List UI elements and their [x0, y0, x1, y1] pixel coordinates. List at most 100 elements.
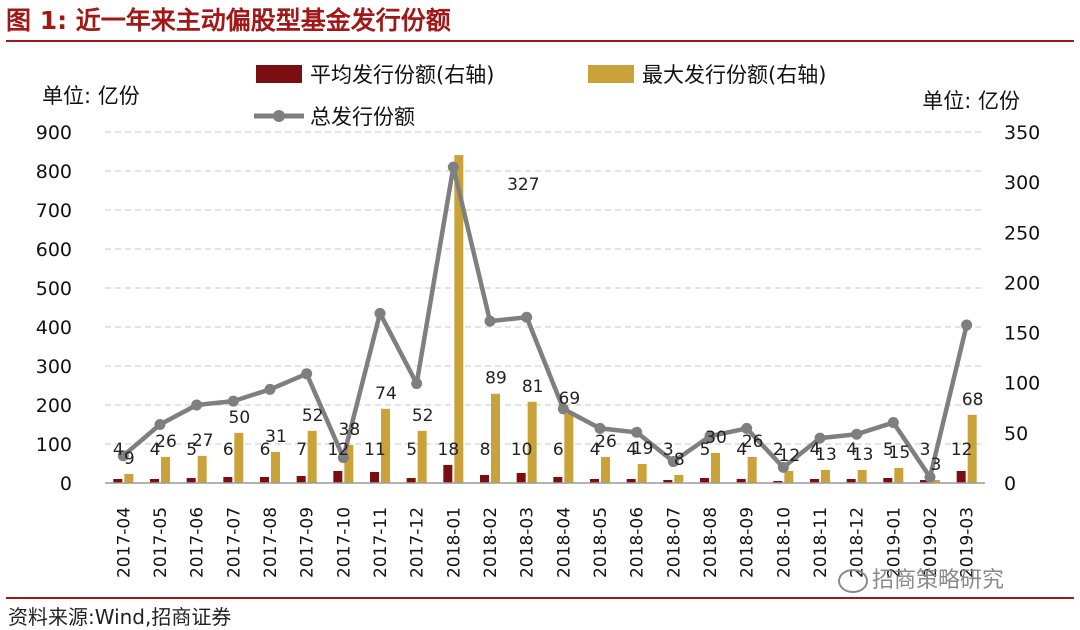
y-left-tick-label: 600 [36, 239, 72, 261]
total-point [521, 311, 533, 323]
max-data-label: 26 [595, 432, 617, 452]
max-bar [454, 155, 464, 483]
max-data-label: 26 [742, 432, 764, 452]
max-data-label: 19 [632, 439, 654, 459]
avg-data-label: 10 [511, 440, 533, 460]
max-bar [307, 430, 317, 483]
max-data-label: 12 [779, 446, 801, 466]
y-right-tick-label: 100 [1004, 373, 1040, 395]
avg-bar [113, 478, 123, 483]
x-tick-label: 2017-05 [151, 507, 171, 578]
y-right-tick-label: 350 [1004, 122, 1040, 144]
total-point [447, 161, 459, 173]
total-point [741, 422, 753, 434]
avg-bar [956, 470, 966, 483]
avg-data-label: 4 [736, 440, 747, 460]
max-bar [674, 474, 684, 483]
max-bar [124, 473, 134, 483]
legend-swatch-avg [256, 65, 302, 83]
total-point [594, 422, 606, 434]
max-data-label: 81 [522, 377, 544, 397]
avg-bar [223, 476, 233, 483]
avg-bar [553, 476, 563, 483]
x-tick-label: 2018-06 [628, 507, 648, 578]
avg-bar [186, 477, 196, 483]
avg-data-label: 4 [113, 440, 124, 460]
legend: 平均发行份额(右轴) 最大发行份额(右轴) 总发行份额 [254, 63, 826, 129]
x-tick-label: 2018-04 [554, 507, 574, 578]
right-axis-unit: 单位: 亿份 [922, 89, 1020, 113]
x-tick-label: 2017-08 [261, 507, 281, 578]
x-tick-label: 2019-02 [921, 507, 941, 578]
y-right-tick-label: 150 [1004, 323, 1040, 345]
legend-swatch-total-point [273, 110, 285, 122]
max-bar [234, 432, 244, 483]
max-bar [784, 470, 794, 483]
x-tick-label: 2018-07 [664, 507, 684, 578]
max-data-label: 327 [507, 175, 539, 195]
y-right-tick-label: 300 [1004, 172, 1040, 194]
x-tick-label: 2018-12 [848, 507, 868, 578]
y-left-tick-label: 400 [36, 317, 72, 339]
max-data-label: 30 [705, 428, 727, 448]
total-point [154, 419, 166, 430]
x-tick-label: 2019-01 [884, 507, 904, 578]
avg-bar [846, 478, 856, 483]
y-right-tick-label: 0 [1004, 473, 1016, 495]
max-bar [637, 463, 647, 483]
avg-data-label: 5 [700, 440, 711, 460]
total-point [301, 368, 313, 380]
y-left-tick-label: 900 [36, 122, 72, 144]
avg-data-label: 11 [364, 440, 386, 460]
max-data-label: 13 [815, 445, 837, 465]
max-data-label: 38 [339, 420, 361, 440]
avg-bar [626, 478, 636, 483]
x-tick-label: 2017-10 [334, 507, 354, 578]
avg-bar [443, 464, 453, 483]
avg-bar [736, 478, 746, 483]
total-point [924, 471, 936, 483]
total-point [631, 426, 643, 438]
max-data-label: 9 [124, 449, 135, 469]
avg-data-label: 3 [920, 440, 931, 460]
y-right-tick-label: 50 [1004, 423, 1028, 445]
total-point [117, 450, 129, 462]
avg-data-label: 18 [438, 440, 460, 460]
max-bar [931, 479, 940, 483]
total-point [851, 428, 863, 440]
gridlines [105, 131, 985, 445]
avg-data-label: 3 [663, 440, 674, 460]
avg-data-label: 6 [260, 440, 271, 460]
avg-bar [333, 470, 343, 483]
max-data-label: 27 [192, 431, 214, 451]
avg-data-label: 2 [773, 440, 784, 460]
max-bar [747, 456, 757, 483]
max-data-label: 3 [931, 455, 942, 475]
total-line [121, 164, 969, 480]
max-data-label: 89 [485, 369, 507, 389]
y-left-tick-label: 0 [60, 473, 72, 495]
bar-series [113, 155, 977, 483]
y-left-tick-label: 800 [36, 161, 72, 183]
total-point [227, 395, 239, 407]
x-tick-label: 2018-08 [701, 507, 721, 578]
max-bar [894, 467, 904, 483]
avg-data-label: 4 [150, 440, 161, 460]
legend-label-avg: 平均发行份额(右轴) [310, 63, 494, 87]
max-data-label: 8 [674, 450, 685, 470]
source-note: 资料来源:Wind,招商证券 [8, 605, 232, 629]
max-bar [344, 444, 354, 483]
left-axis-unit: 单位: 亿份 [42, 84, 140, 108]
total-point [887, 417, 899, 429]
max-data-label: 52 [302, 406, 324, 426]
avg-bar [406, 477, 416, 483]
total-point [264, 383, 276, 395]
avg-data-label: 4 [626, 440, 637, 460]
max-data-label: 68 [962, 390, 984, 410]
max-data-label: 13 [852, 445, 874, 465]
avg-data-label: 4 [810, 440, 821, 460]
total-point [667, 456, 679, 468]
title-divider [6, 40, 1074, 42]
avg-data-label: 8 [480, 440, 491, 460]
